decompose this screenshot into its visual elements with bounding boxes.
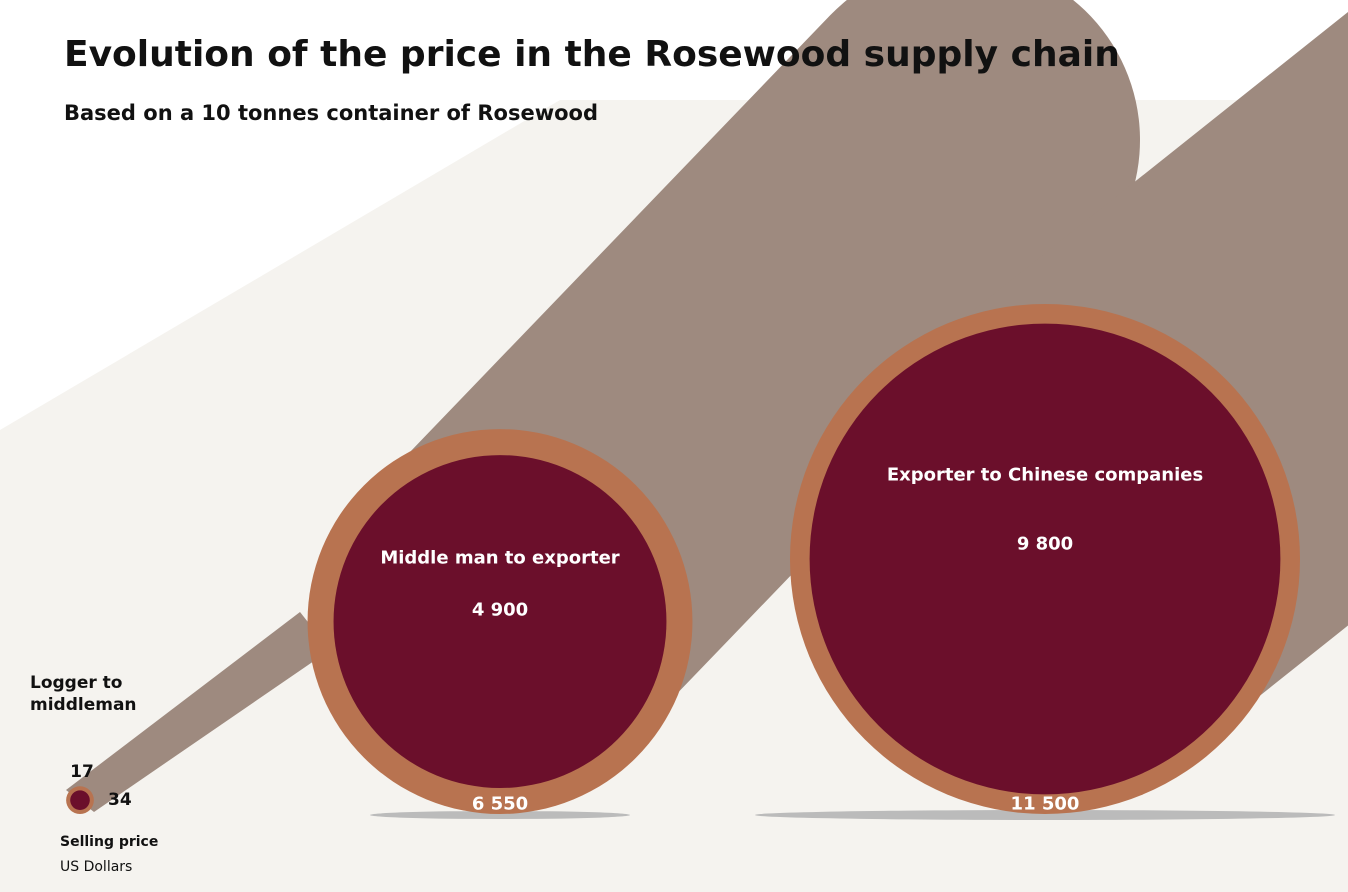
unit-label: US Dollars — [60, 859, 132, 875]
chart-subtitle: Based on a 10 tonnes container of Rosewo… — [64, 101, 598, 125]
category-label: Exporter to Chinese companies — [886, 464, 1204, 486]
shadow — [370, 811, 630, 819]
category-label: Logger to middleman — [30, 673, 137, 715]
outer-value-label: 11 500 — [1010, 793, 1080, 815]
inner-value-label: 17 — [70, 762, 94, 783]
bubble-inner — [809, 323, 1281, 795]
legend-label: Selling price — [60, 834, 158, 850]
outer-value-label: 34 — [108, 790, 132, 811]
chart-title: Evolution of the price in the Rosewood s… — [64, 34, 1120, 75]
shadow — [755, 810, 1335, 820]
tube — [66, 612, 330, 812]
bubble-inner — [333, 455, 667, 789]
bubble-inner — [70, 790, 90, 810]
inner-value-label: 9 800 — [1016, 533, 1074, 555]
inner-value-label: 4 900 — [471, 599, 529, 621]
outer-value-label: 6 550 — [471, 793, 529, 815]
category-label: Middle man to exporter — [380, 547, 620, 569]
